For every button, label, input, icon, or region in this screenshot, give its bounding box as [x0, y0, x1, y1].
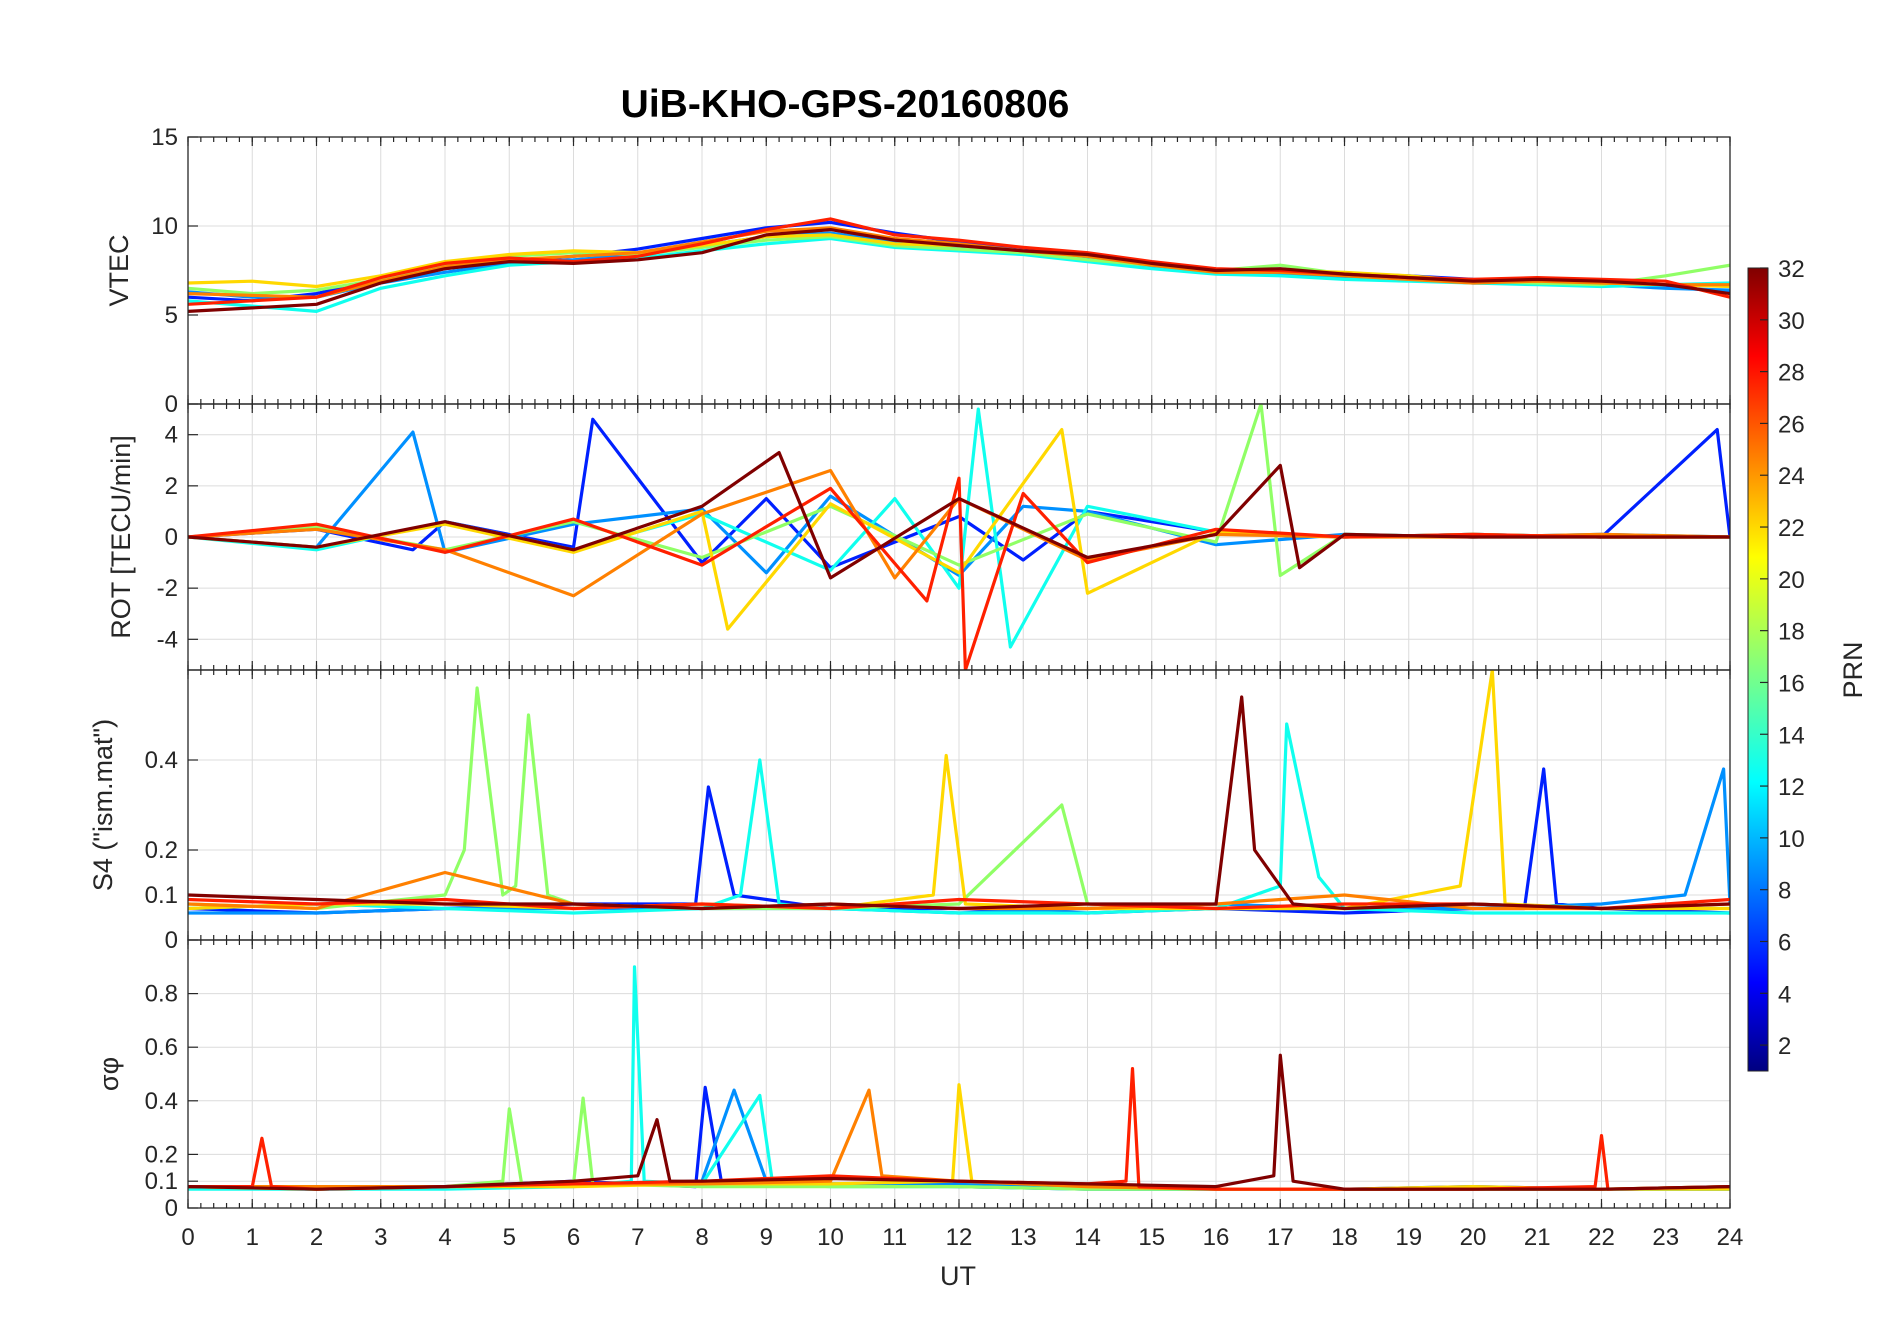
colorbar-tick-label: 32 [1778, 256, 1805, 283]
y-tick-label: 0 [165, 927, 178, 954]
x-tick-label: 9 [760, 1224, 773, 1251]
x-tick-label: 22 [1588, 1224, 1615, 1251]
y-tick-label: 0 [165, 1195, 178, 1222]
x-tick-label: 17 [1267, 1224, 1294, 1251]
x-tick-labels: 0 1 2 3 4 5 6 7 8 9 10 11 12 13 14 15 16 17 18 19 20 21 22 23 24 [181, 1224, 1743, 1251]
colorbar-tick-label: 4 [1778, 981, 1791, 1008]
series-line-prn-28 [188, 217, 1730, 306]
x-tick-label: 1 [246, 1224, 259, 1251]
x-tick-label: 21 [1524, 1224, 1551, 1251]
series-line-prn-32 [188, 1053, 1730, 1191]
series-group [188, 404, 1730, 670]
y-axis-label: VTEC [104, 234, 134, 306]
series-line-prn-32 [188, 451, 1730, 580]
y-tick-label: 0.2 [145, 1141, 178, 1168]
colorbar-tick-label: 14 [1778, 722, 1805, 749]
series-line-prn-24 [188, 226, 1730, 299]
axes-frame [187, 939, 1731, 1209]
x-tick-label: 13 [1010, 1224, 1037, 1251]
x-tick-label: 6 [567, 1224, 580, 1251]
series-group [188, 217, 1730, 313]
colorbar-tick-label: 26 [1778, 411, 1805, 438]
colorbar-tick-label: 6 [1778, 929, 1791, 956]
x-tick-label: 24 [1717, 1224, 1744, 1251]
y-tick-label: 4 [165, 422, 178, 449]
x-tick-label: 12 [946, 1224, 973, 1251]
x-tick-label: 7 [631, 1224, 644, 1251]
x-tick-label: 14 [1074, 1224, 1101, 1251]
colorbar-tick-label: 8 [1778, 878, 1791, 905]
y-tick-label: -2 [157, 575, 178, 602]
colorbar-label: PRN [1838, 641, 1868, 698]
y-tick-label: 15 [151, 124, 178, 151]
colorbar-tick-label: 24 [1778, 463, 1805, 490]
x-tick-label: 20 [1460, 1224, 1487, 1251]
colorbar-tick-label: 22 [1778, 515, 1805, 542]
y-axis-label: S4 ("ism.mat") [88, 719, 118, 891]
colorbar-tick-label: 12 [1778, 774, 1805, 801]
colorbar-tick-label: 16 [1778, 670, 1805, 697]
x-tick-label: 5 [503, 1224, 516, 1251]
panel-s4: 0 0.1 0.2 0.4 S4 ("ism.mat") [88, 669, 1731, 954]
y-tick-label: 5 [165, 302, 178, 329]
y-axis-label: ROT [TECU/min] [106, 435, 136, 639]
y-tick-label: 0.6 [145, 1034, 178, 1061]
x-tick-label: 15 [1138, 1224, 1165, 1251]
x-tick-label: 11 [882, 1224, 907, 1251]
series-group [188, 670, 1730, 915]
x-tick-label: 16 [1203, 1224, 1230, 1251]
chart-title: UiB-KHO-GPS-20160806 [621, 83, 1070, 126]
y-tick-label: 0.4 [145, 1088, 178, 1115]
x-tick-label: 0 [181, 1224, 194, 1251]
y-tick-label: 2 [165, 473, 178, 500]
x-tick-label: 3 [374, 1224, 387, 1251]
y-tick-label: 0 [165, 524, 178, 551]
y-axis-label: σφ [94, 1057, 124, 1091]
x-tick-label: 2 [310, 1224, 323, 1251]
x-tick-label: 18 [1331, 1224, 1358, 1251]
series-group [188, 965, 1730, 1191]
panel-rot: -4 -2 0 2 4 ROT [TECU/min] [106, 403, 1731, 671]
series-line-prn-32 [188, 695, 1730, 911]
colorbar-tick-label: 20 [1778, 567, 1805, 594]
y-tick-label: 0.4 [145, 747, 178, 774]
x-axis-label: UT [940, 1261, 976, 1291]
panel-sigma-phi: 00.10.2 0.4 0.6 0.8 σφ [94, 939, 1731, 1222]
panel-vtec: 0 5 10 15 VTEC [104, 124, 1731, 418]
x-tick-label: 8 [695, 1224, 708, 1251]
x-tick-label: 23 [1652, 1224, 1679, 1251]
y-tick-label: 0 [165, 391, 178, 418]
colorbar-tick-label: 2 [1778, 1033, 1791, 1060]
y-tick-label: 0.1 [145, 882, 178, 909]
y-tick-label: 0.2 [145, 837, 178, 864]
series-line-prn-32 [188, 228, 1730, 313]
y-tick-label: 0.8 [145, 981, 178, 1008]
colorbar-gradient [1747, 267, 1769, 1072]
x-tick-label: 10 [817, 1224, 844, 1251]
x-tick-label: 4 [438, 1224, 451, 1251]
y-tick-label: 10 [151, 213, 178, 240]
colorbar-tick-label: 10 [1778, 826, 1805, 853]
y-tick-label: -4 [157, 626, 178, 653]
colorbar-tick-label: 28 [1778, 360, 1805, 387]
y-tick-label: 0.1 [145, 1168, 178, 1195]
x-tick-label: 19 [1395, 1224, 1422, 1251]
colorbar-tick-label: 30 [1778, 308, 1805, 335]
colorbar-tick-label: 18 [1778, 619, 1805, 646]
